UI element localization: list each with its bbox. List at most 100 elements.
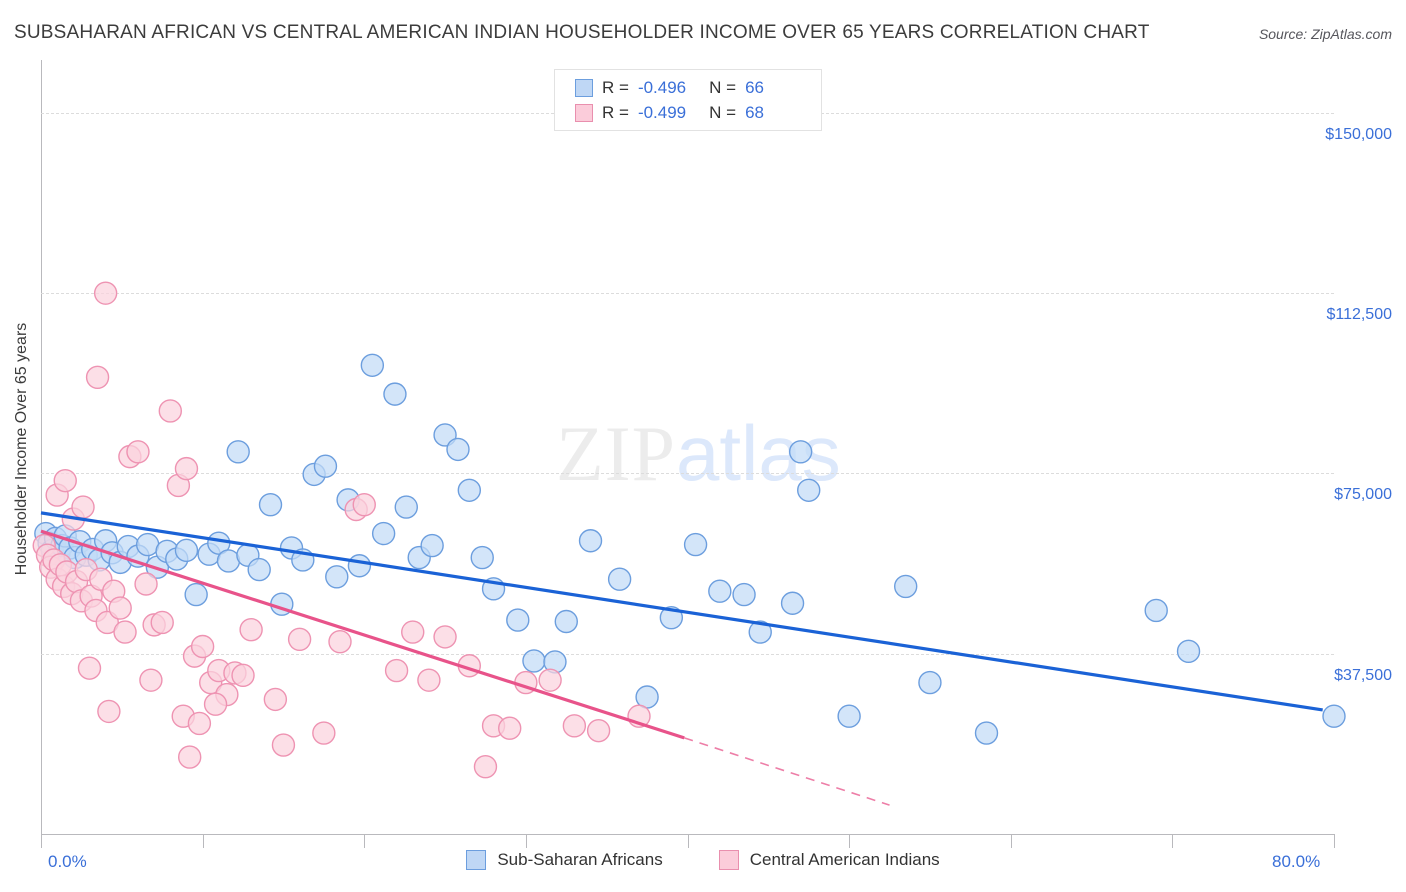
data-point [263, 687, 288, 712]
x-tick [364, 834, 366, 848]
trendline [40, 529, 685, 740]
data-point [150, 610, 174, 635]
data-point [184, 582, 208, 607]
x-tick [525, 834, 527, 848]
data-point [328, 630, 352, 654]
data-point [174, 538, 199, 563]
sub-saharan-africans-swatch-icon [466, 850, 487, 870]
data-point [498, 716, 522, 740]
data-point [554, 609, 578, 634]
series-central-american-indians [32, 281, 651, 779]
data-point [562, 714, 587, 738]
data-point [312, 721, 336, 745]
data-point [93, 281, 118, 305]
data-point [216, 549, 241, 573]
r-label-blue: R = [602, 77, 629, 97]
data-point [446, 437, 470, 462]
data-point [226, 440, 250, 464]
y-tick-label: $37,500 [1334, 666, 1392, 684]
blue-swatch-icon [575, 78, 593, 97]
data-point [788, 440, 813, 464]
data-point [1144, 598, 1168, 623]
data-point [837, 704, 861, 728]
data-point [433, 625, 457, 649]
data-point [135, 532, 160, 557]
legend-row-blue: R = -0.496 N = 66 [575, 78, 821, 98]
legend-label-sub-saharan-africans: Sub-Saharan Africans [497, 850, 663, 869]
data-point [1176, 639, 1201, 664]
x-tick [1010, 834, 1012, 848]
data-point [473, 754, 498, 779]
trendline [40, 511, 1323, 712]
trendline-extension [684, 737, 890, 806]
series-legend: Sub-Saharan Africans Central American In… [0, 850, 1406, 870]
data-point [97, 699, 121, 724]
scatter-layer [32, 281, 1346, 806]
data-point [77, 656, 102, 680]
data-point [85, 365, 110, 389]
legend-item-sub-saharan-africans[interactable]: Sub-Saharan Africans [466, 850, 663, 870]
x-tick [1334, 834, 1335, 848]
x-tick-label: 0.0% [48, 852, 87, 871]
n-value-pink: 68 [745, 102, 764, 122]
data-point [383, 382, 407, 406]
r-label-pink: R = [602, 102, 629, 122]
x-tick [849, 834, 851, 848]
data-point [394, 495, 418, 519]
data-point [347, 554, 372, 578]
data-point [360, 353, 385, 377]
data-point [708, 579, 732, 603]
data-point [420, 533, 444, 558]
legend-row-pink: R = -0.499 N = 68 [575, 103, 821, 123]
data-point [578, 529, 603, 553]
legend-item-central-american-indians[interactable]: Central American Indians [718, 850, 940, 870]
data-point [325, 565, 349, 589]
r-value-pink: -0.499 [637, 102, 687, 122]
data-point [113, 620, 137, 644]
data-point [287, 627, 312, 651]
n-value-blue: 66 [745, 77, 764, 97]
data-point [247, 557, 271, 582]
data-point [239, 617, 263, 642]
data-point [203, 692, 228, 716]
data-point [158, 399, 183, 423]
pink-swatch-icon [575, 103, 593, 122]
legend-label-central-american-indians: Central American Indians [749, 850, 940, 869]
y-axis-title: Householder Income Over 65 years [13, 322, 30, 576]
data-point [457, 478, 482, 502]
data-point [139, 668, 163, 692]
x-tick [1172, 834, 1174, 848]
data-point [401, 620, 425, 644]
data-point [53, 468, 77, 493]
data-point [974, 721, 999, 745]
source-label: Source: ZipAtlas.com [1258, 26, 1392, 42]
y-tick-label: $150,000 [1325, 125, 1392, 143]
data-point [732, 582, 756, 607]
data-point [231, 663, 255, 688]
x-tick [41, 834, 42, 848]
data-point [1322, 704, 1346, 728]
data-point [187, 711, 212, 736]
data-point [918, 670, 942, 695]
data-point [177, 745, 202, 769]
data-point [538, 668, 562, 692]
data-point [313, 454, 338, 478]
data-point [522, 649, 546, 673]
gridline [41, 293, 1334, 295]
n-label-blue: N = [709, 77, 737, 97]
data-point [71, 495, 95, 519]
y-tick-label: $112,500 [1326, 306, 1392, 324]
data-point [417, 668, 441, 692]
data-point [586, 718, 611, 743]
page-title: SUBSAHARAN AFRICAN VS CENTRAL AMERICAN I… [14, 22, 1150, 43]
data-point [780, 591, 805, 615]
data-point [384, 658, 409, 683]
gridline [41, 653, 1334, 655]
correlation-legend: R = -0.496 N = 66 R = -0.499 N = 68 [554, 69, 822, 131]
data-point [174, 456, 199, 481]
x-tick [202, 834, 204, 848]
data-point [371, 521, 396, 546]
plot-area [32, 60, 1346, 834]
data-point [748, 620, 772, 644]
